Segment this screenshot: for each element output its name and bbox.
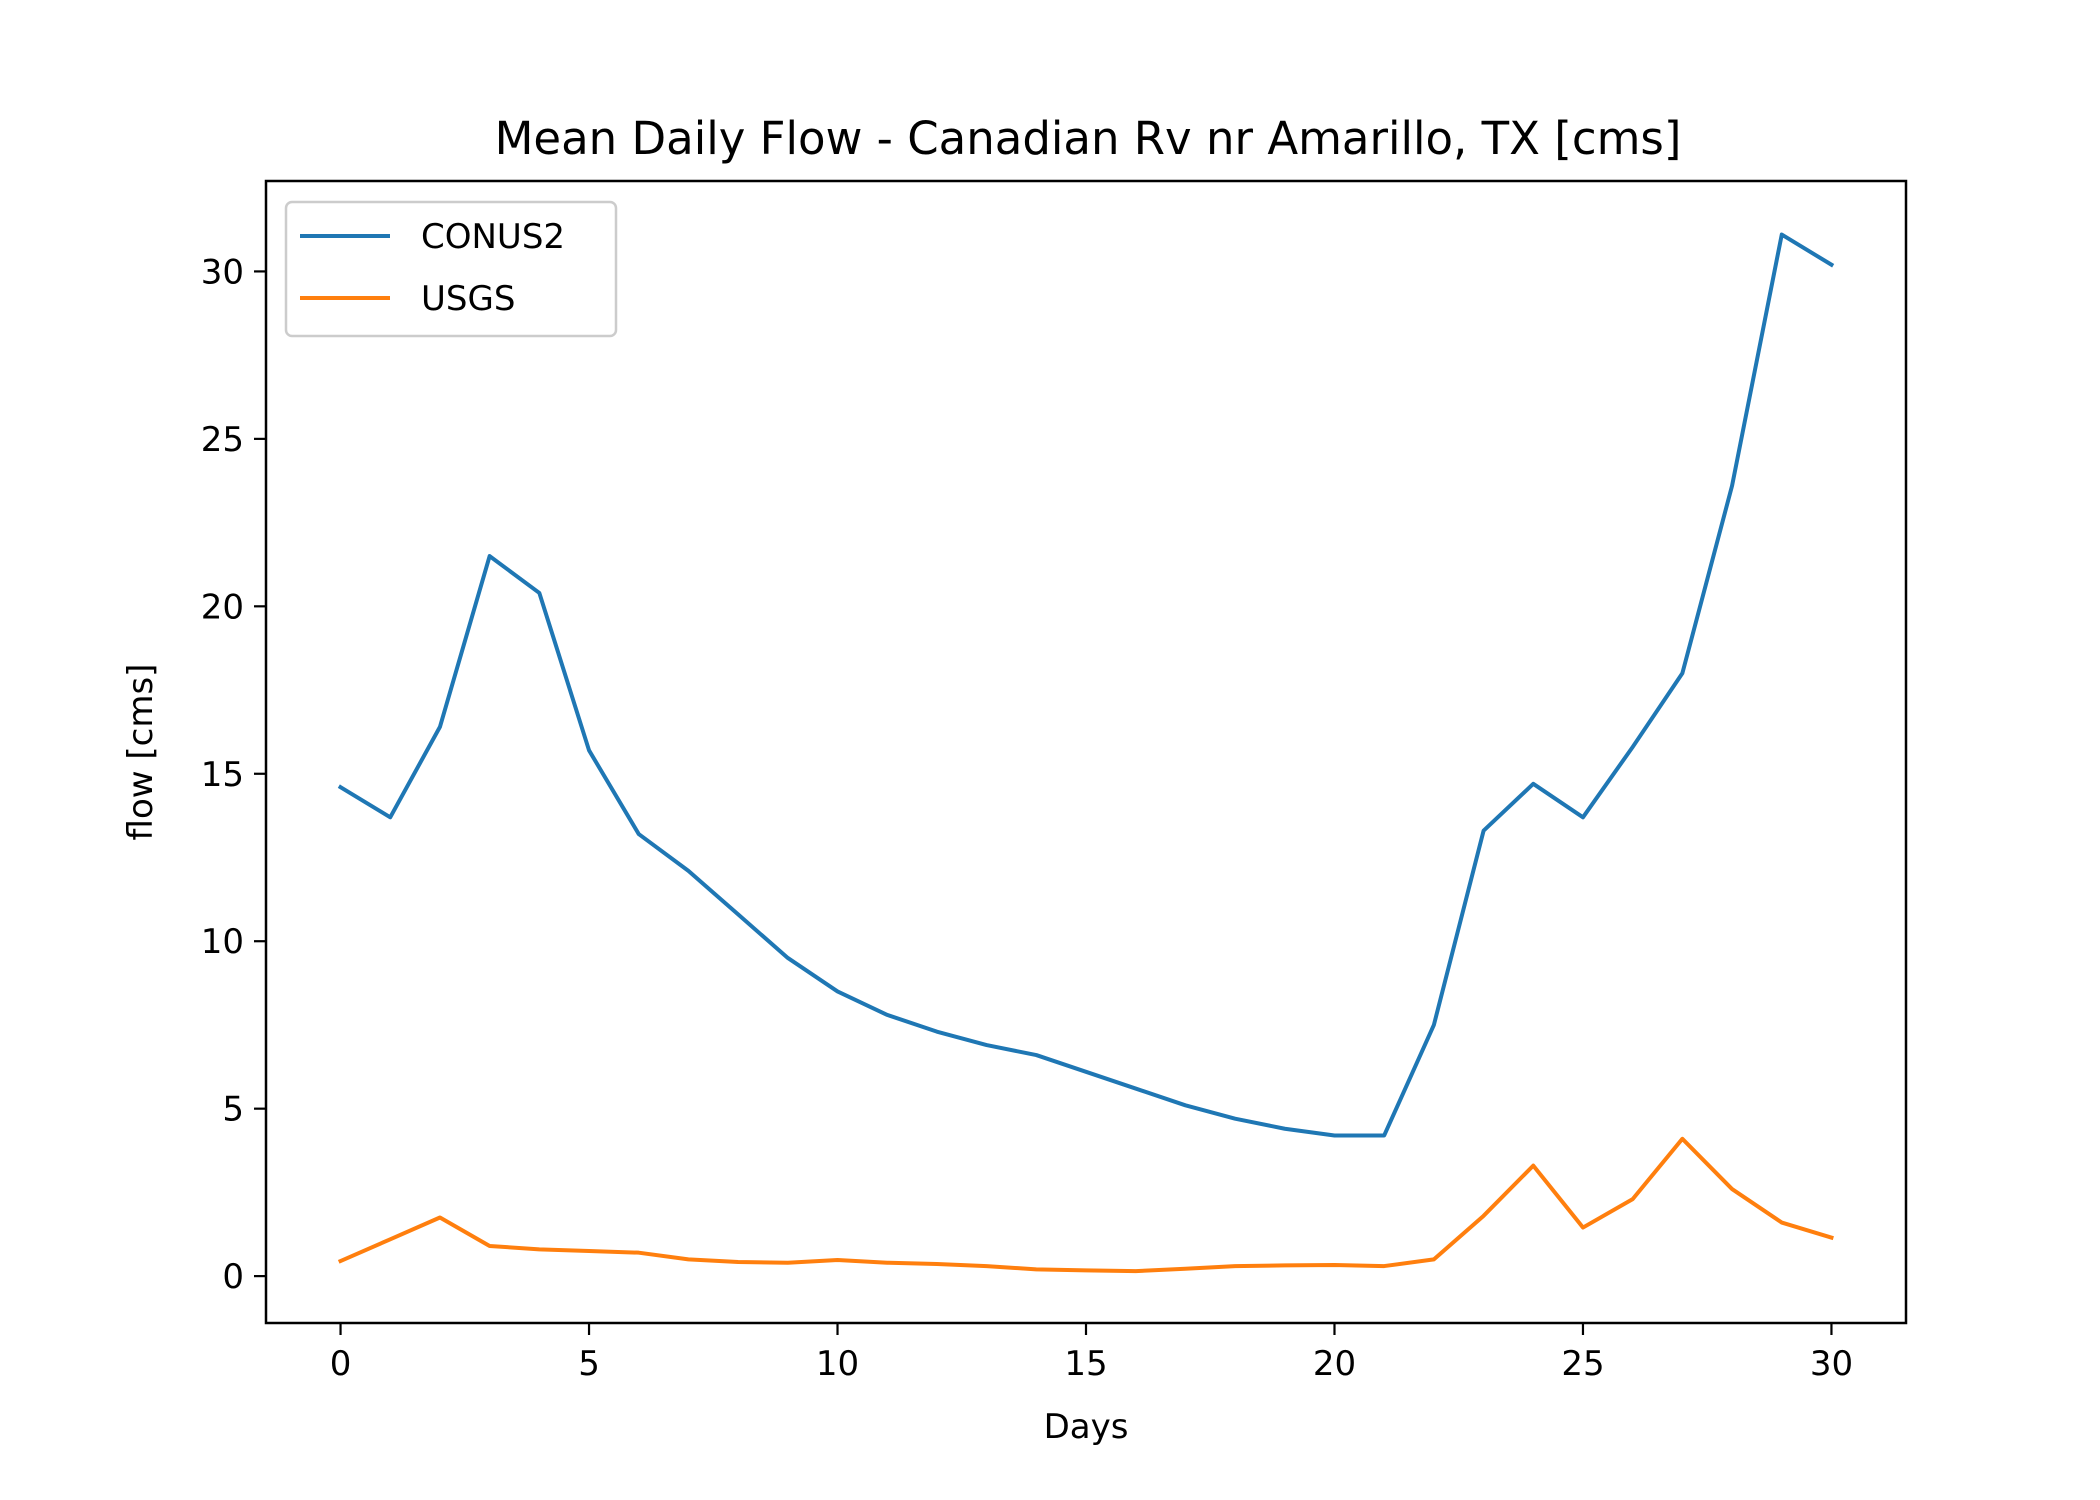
series-line-usgs — [337, 1136, 1834, 1274]
x-tick-label: 15 — [1064, 1344, 1107, 1384]
y-tick-label: 0 — [222, 1257, 244, 1297]
y-axis: 0 5 10 15 20 25 30 — [201, 252, 266, 1297]
chart-title: Mean Daily Flow - Canadian Rv nr Amarill… — [495, 112, 1682, 165]
x-tick-label: 0 — [330, 1344, 352, 1384]
y-tick-label: 20 — [201, 587, 244, 627]
x-axis-label: Days — [1044, 1407, 1129, 1447]
y-tick-label: 25 — [201, 420, 244, 460]
y-tick-label: 10 — [201, 922, 244, 962]
x-tick-label: 5 — [578, 1344, 600, 1384]
legend: CONUS2 USGS — [284, 200, 618, 338]
x-tick-label: 20 — [1313, 1344, 1356, 1384]
series-line-conus2 — [337, 232, 1835, 1138]
legend-label-conus2: CONUS2 — [421, 217, 565, 257]
y-tick-label: 15 — [201, 755, 244, 795]
x-tick-label: 30 — [1810, 1344, 1853, 1384]
y-tick-label: 30 — [201, 252, 244, 292]
y-tick-label: 5 — [222, 1090, 244, 1130]
y-axis-label: flow [cms] — [121, 664, 161, 841]
plot-area — [337, 232, 1835, 1274]
x-tick-label: 10 — [816, 1344, 859, 1384]
x-tick-label: 25 — [1561, 1344, 1604, 1384]
x-axis: 0 5 10 15 20 25 30 — [330, 1323, 1853, 1384]
legend-label-usgs: USGS — [421, 279, 515, 319]
